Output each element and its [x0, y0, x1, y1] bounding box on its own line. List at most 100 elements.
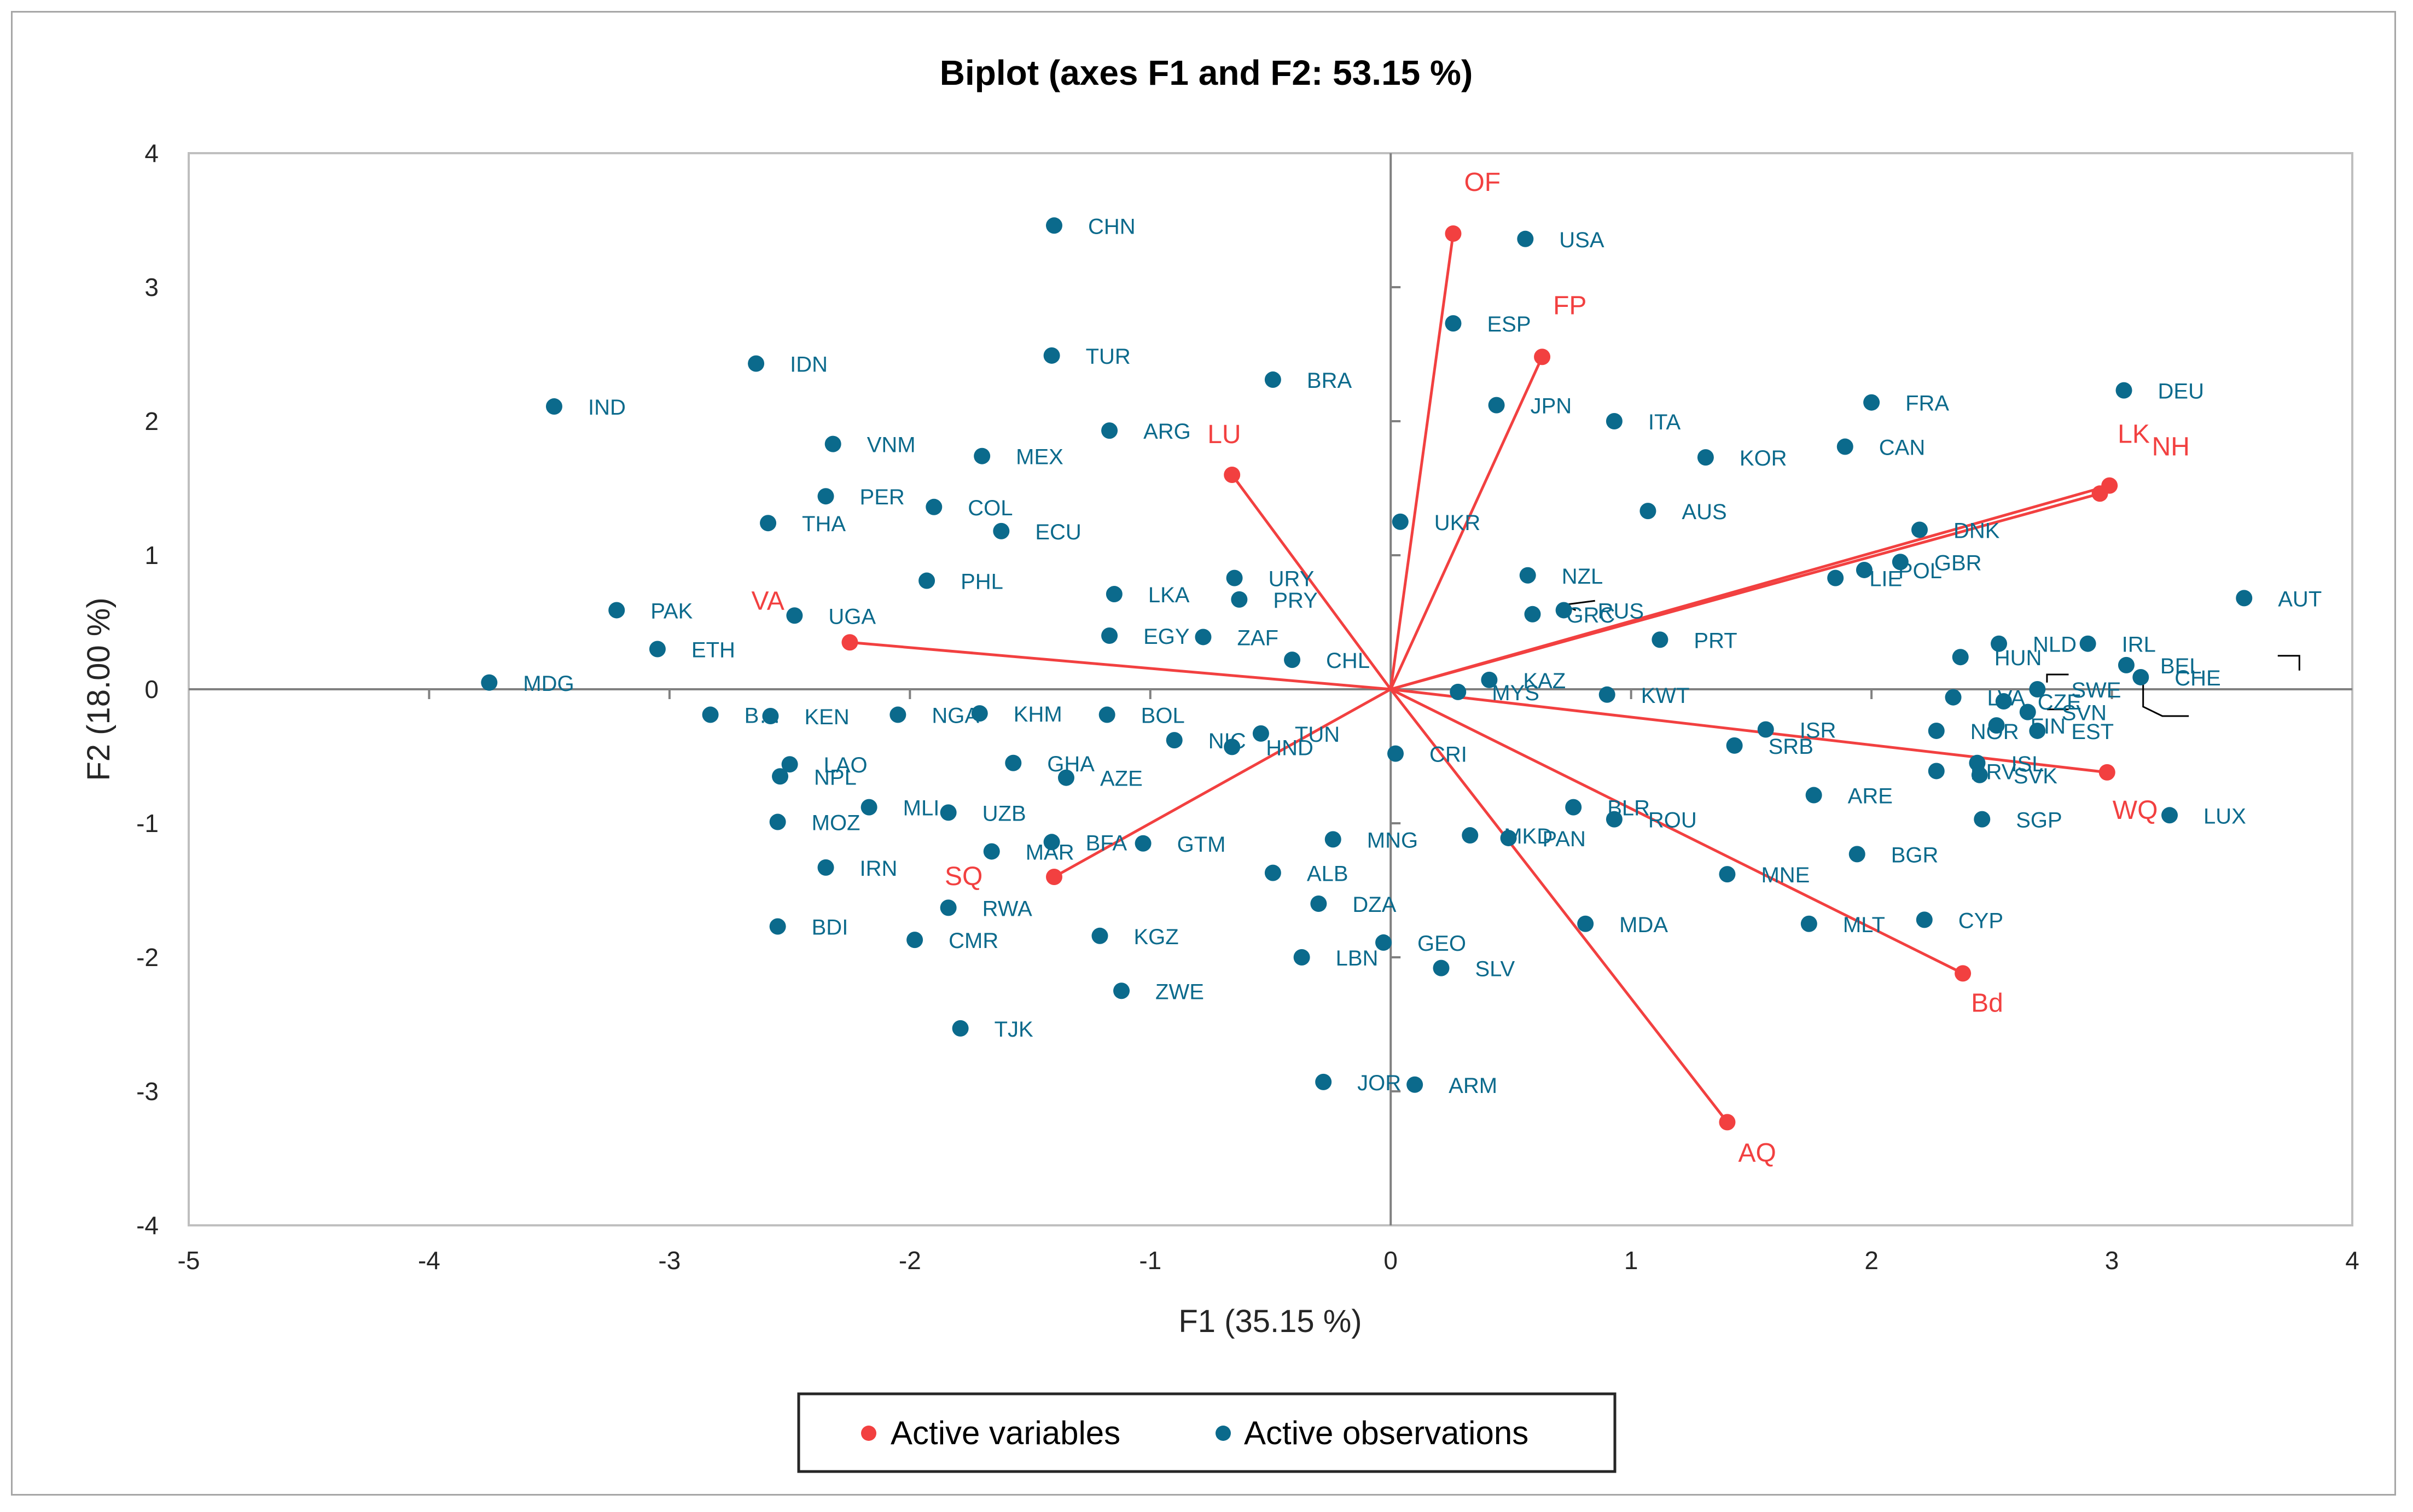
- zero-lines: [189, 153, 2352, 1225]
- observation-label: CHN: [1088, 214, 1136, 239]
- observation-label: IND: [588, 396, 626, 420]
- observation-nld: NLD: [1991, 633, 2077, 657]
- legend-observations-marker: [1216, 1426, 1231, 1441]
- variable-label: WQ: [2113, 796, 2158, 825]
- observation-marker: [1445, 315, 1462, 332]
- y-tick-label: 4: [144, 139, 159, 167]
- observation-ind: IND: [545, 396, 626, 420]
- observation-label: MLT: [1843, 913, 1885, 937]
- x-tick-label: -4: [418, 1246, 440, 1275]
- vector-sq: [1053, 688, 1392, 879]
- observation-marker: [1827, 569, 1844, 586]
- observation-label: BRA: [1307, 369, 1352, 393]
- observation-kgz: KGZ: [1091, 925, 1179, 949]
- observation-kaz: KAZ: [1481, 669, 1566, 693]
- observation-marker: [1226, 569, 1243, 586]
- leader-line: [2277, 655, 2300, 671]
- observation-egy: EGY: [1101, 625, 1190, 649]
- vector-of: [1389, 233, 1455, 690]
- observation-label: SGP: [2016, 809, 2062, 833]
- observation-marker: [1928, 763, 1945, 780]
- observation-marker: [2029, 681, 2046, 697]
- observation-arg: ARG: [1101, 420, 1191, 444]
- observation-marker: [1310, 895, 1327, 912]
- observation-label: MNG: [1367, 828, 1418, 852]
- observation-marker: [1836, 438, 1853, 455]
- observation-label: PRY: [1273, 589, 1318, 613]
- observation-marker: [1315, 1073, 1332, 1090]
- variable-points: OF FP LU LK NH VA WQ SQ Bd AQ: [751, 168, 2189, 1167]
- legend-variables-marker: [861, 1426, 876, 1441]
- observation-lbn: LBN: [1293, 946, 1379, 970]
- observation-marker: [2029, 722, 2046, 739]
- observation-label: AUT: [2278, 587, 2322, 611]
- variable-label: FP: [1553, 291, 1586, 320]
- variable-va: VA: [751, 586, 858, 651]
- observation-label: LBN: [1336, 946, 1379, 970]
- observation-rus: RUS: [1555, 599, 1644, 623]
- x-tick-label: 2: [1864, 1246, 1879, 1275]
- observation-marker: [860, 799, 877, 816]
- observation-che: CHE: [2132, 666, 2221, 690]
- observation-marker: [1106, 586, 1123, 603]
- observation-tur: TUR: [1043, 345, 1131, 369]
- observation-marker: [1565, 799, 1582, 816]
- observation-label: IDN: [790, 353, 828, 377]
- observation-label: DNK: [1953, 519, 2000, 543]
- variable-fp: FP: [1534, 291, 1586, 365]
- observation-marker: [2132, 668, 2149, 685]
- observation-label: SVK: [2014, 764, 2057, 788]
- observation-pol: POL: [1856, 559, 1942, 583]
- observation-marker: [1519, 567, 1536, 584]
- observation-marker: [769, 813, 786, 830]
- observation-moz: MOZ: [769, 811, 860, 835]
- observation-label: AUS: [1682, 500, 1726, 524]
- variable-marker: [1955, 965, 1972, 982]
- observation-label: ROU: [1648, 809, 1697, 833]
- observation-pak: PAK: [608, 599, 693, 623]
- observation-ukr: UKR: [1392, 511, 1480, 535]
- observation-label: BDI: [812, 916, 848, 940]
- observation-label: KEN: [804, 705, 849, 729]
- observation-ita: ITA: [1606, 410, 1681, 434]
- observation-bgr: BGR: [1848, 843, 1938, 867]
- y-tick-label: -3: [136, 1077, 159, 1106]
- observation-marker: [940, 804, 957, 821]
- observation-lao: LAO: [781, 753, 868, 777]
- y-tick-label: -1: [136, 809, 159, 838]
- observation-label: GRC: [1566, 603, 1615, 627]
- x-tick-label: -5: [178, 1246, 200, 1275]
- y-axis: -4 -3 -2 -1 0 1 2 3 4: [136, 139, 159, 1240]
- observation-marker: [1166, 732, 1183, 749]
- observation-marker: [1928, 722, 1945, 739]
- observation-label: NZL: [1562, 565, 1603, 589]
- observation-label: MNE: [1761, 863, 1810, 887]
- variable-label: LK: [2118, 420, 2150, 449]
- observation-label: SWE: [2071, 678, 2121, 702]
- variable-bd: Bd: [1955, 965, 2003, 1017]
- observation-npl: NPL: [772, 765, 857, 789]
- observation-label: USA: [1559, 228, 1604, 252]
- observation-label: ETH: [691, 638, 735, 662]
- x-axis-label: F1 (35.15 %): [1178, 1304, 1362, 1339]
- observation-irl: IRL: [2079, 633, 2156, 657]
- observation-deu: DEU: [2115, 380, 2204, 404]
- observation-label: LAO: [824, 753, 868, 777]
- observation-tha: THA: [760, 512, 846, 536]
- observation-marker: [983, 843, 1000, 860]
- observation-marker: [940, 899, 957, 916]
- observation-marker: [1101, 422, 1118, 439]
- observation-marker: [1433, 959, 1450, 976]
- observation-label: MEX: [1016, 445, 1063, 469]
- y-tick-label: -2: [136, 943, 159, 972]
- x-tick-label: -1: [1139, 1246, 1161, 1275]
- leader-line: [2046, 673, 2069, 683]
- variable-label: LU: [1207, 420, 1241, 449]
- observation-label: MYS: [1492, 681, 1539, 705]
- observation-kwt: KWT: [1598, 684, 1690, 708]
- observation-marker: [1231, 591, 1248, 608]
- vector-wq: [1390, 688, 2108, 774]
- y-tick-label: -4: [136, 1211, 159, 1240]
- variable-label: VA: [751, 586, 784, 615]
- observation-ken: KEN: [762, 705, 850, 729]
